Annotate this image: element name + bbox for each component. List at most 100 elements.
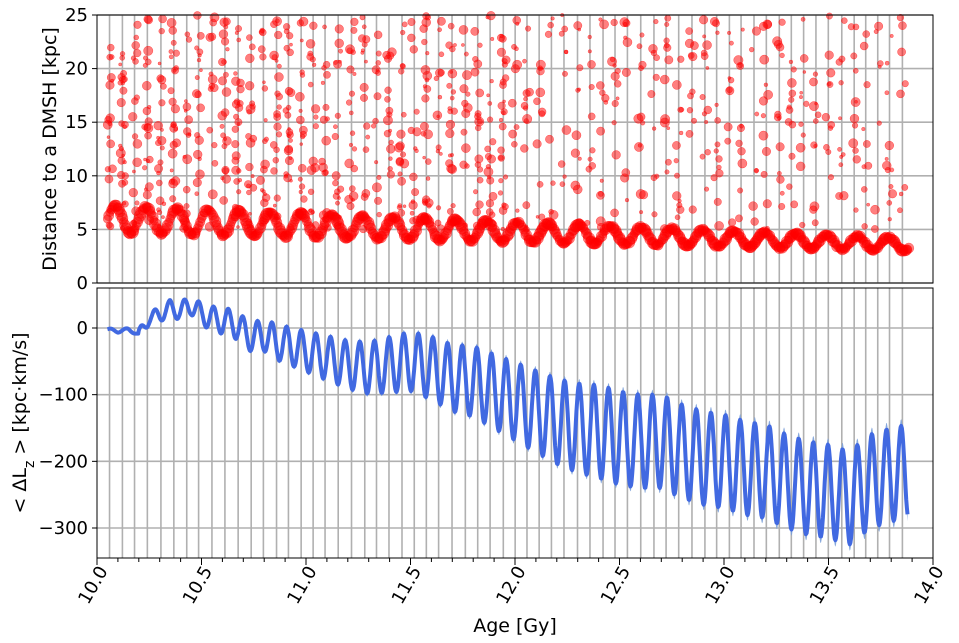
x-tick-label: 10.0 <box>74 563 112 608</box>
scatter-point <box>497 190 504 196</box>
scatter-point <box>611 150 621 160</box>
scatter-point <box>421 38 428 46</box>
scatter-point <box>245 133 252 140</box>
scatter-point <box>788 59 794 65</box>
scatter-point <box>447 68 458 79</box>
scatter-point <box>776 175 785 184</box>
scatter-point <box>607 56 617 67</box>
scatter-point <box>750 217 759 226</box>
scatter-point <box>760 170 768 178</box>
scatter-point <box>245 81 255 91</box>
scatter-point <box>161 215 165 219</box>
scatter-point <box>286 88 296 98</box>
scatter-point <box>307 188 315 195</box>
scatter-point <box>598 17 603 22</box>
scatter-point <box>156 135 161 140</box>
scatter-point <box>621 168 631 177</box>
scatter-point <box>735 139 743 147</box>
scatter-point <box>276 63 282 69</box>
scatter-point <box>525 87 534 97</box>
scatter-point <box>596 126 606 136</box>
scatter-point <box>773 39 783 49</box>
scatter-point <box>194 132 201 139</box>
scatter-point <box>156 207 161 213</box>
scatter-point <box>196 31 205 40</box>
scatter-point <box>305 39 316 49</box>
scatter-point <box>589 147 596 154</box>
scatter-point <box>131 97 139 105</box>
scatter-point <box>437 27 442 33</box>
scatter-point <box>809 101 819 111</box>
scatter-point <box>248 43 256 51</box>
scatter-point <box>219 123 225 129</box>
scatter-point <box>133 20 142 29</box>
scatter-point <box>727 30 732 35</box>
scatter-point <box>421 17 431 28</box>
scatter-point <box>119 51 126 57</box>
scatter-point <box>859 41 869 51</box>
scatter-point <box>550 16 555 21</box>
scatter-point <box>334 188 341 195</box>
scatter-point <box>298 183 306 190</box>
scatter-point <box>713 197 722 206</box>
scatter-point <box>185 132 192 138</box>
scatter-point <box>498 155 504 161</box>
scatter-point <box>841 17 848 24</box>
scatter-point <box>851 122 859 129</box>
scatter-point <box>532 139 542 149</box>
scatter-point <box>375 60 381 66</box>
scatter-point <box>169 195 177 203</box>
scatter-point <box>219 196 228 205</box>
scatter-point <box>803 100 810 107</box>
scatter-point <box>363 122 371 130</box>
scatter-point <box>687 92 694 100</box>
scatter-point <box>799 90 803 95</box>
scatter-point <box>168 97 177 106</box>
scatter-point <box>361 189 371 198</box>
scatter-point <box>401 21 408 28</box>
scatter-point <box>117 170 126 180</box>
scatter-point <box>573 184 583 195</box>
scatter-point <box>557 160 566 168</box>
bottom-y-tick-label: −100 <box>39 385 88 406</box>
scatter-point <box>477 42 483 48</box>
scatter-point <box>800 132 806 138</box>
scatter-point <box>610 71 620 81</box>
scatter-point <box>838 55 846 63</box>
ylabel-unit: > [kpc·km/s] <box>9 332 31 460</box>
scatter-point <box>663 37 670 44</box>
scatter-point <box>259 53 267 61</box>
scatter-point <box>490 36 495 41</box>
x-tick-label: 13.0 <box>701 563 739 608</box>
scatter-point <box>332 179 339 187</box>
scatter-point <box>145 158 151 164</box>
scatter-point <box>898 191 904 197</box>
scatter-point <box>754 168 759 173</box>
scatter-point <box>712 19 720 28</box>
scatter-point <box>289 42 293 47</box>
scatter-point <box>438 152 443 156</box>
scatter-point <box>322 169 329 176</box>
scatter-point <box>122 160 127 165</box>
scatter-point <box>588 83 595 91</box>
scatter-point <box>375 50 382 57</box>
scatter-point <box>144 117 153 126</box>
scatter-point <box>570 148 581 158</box>
scatter-point <box>449 153 454 157</box>
scatter-point <box>685 27 693 35</box>
top-y-tick-label: 15 <box>65 112 88 133</box>
scatter-point <box>800 17 806 22</box>
scatter-point <box>183 203 190 209</box>
scatter-point <box>361 24 367 30</box>
scatter-point <box>639 210 644 215</box>
scatter-point <box>463 51 469 57</box>
scatter-point <box>498 178 504 184</box>
scatter-point <box>520 144 529 153</box>
scatter-point <box>522 58 527 64</box>
scatter-point <box>850 52 858 60</box>
scatter-point <box>863 81 871 89</box>
top-y-axis-label: Distance to a DMSH [kpc] <box>39 27 61 271</box>
scatter-point <box>488 211 496 218</box>
scatter-point <box>245 162 254 172</box>
scatter-point <box>399 63 406 69</box>
